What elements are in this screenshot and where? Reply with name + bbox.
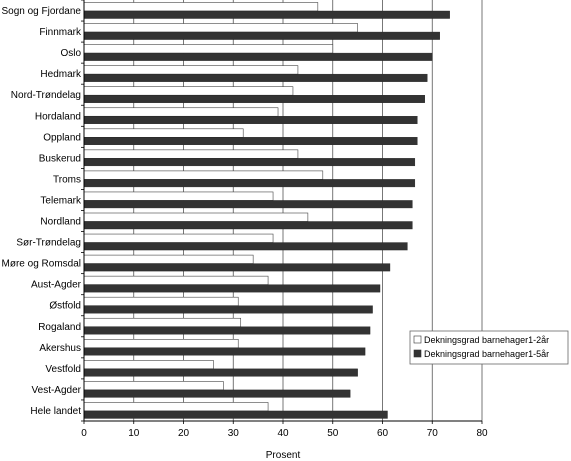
bar-1-2ar (83, 86, 294, 96)
bar-1-5ar (83, 116, 418, 124)
bar-1-2ar (83, 360, 214, 370)
x-tick-label: 30 (228, 428, 240, 439)
bars (83, 2, 450, 419)
legend-swatch (413, 335, 422, 344)
bar-1-5ar (83, 242, 408, 251)
category-label: Telemark (40, 195, 82, 206)
category-label: Buskerud (39, 153, 81, 164)
bar-1-2ar (83, 317, 242, 328)
bar-1-5ar (83, 158, 416, 167)
bar-1-5ar (83, 31, 440, 40)
bar-1-2ar (83, 23, 358, 33)
bar-1-5ar (83, 263, 391, 272)
bar-1-5ar (83, 10, 450, 19)
legend-label: Dekningsgrad barnehager1-2år (424, 335, 549, 345)
category-label: Aust-Agder (31, 280, 82, 291)
bar-1-2ar (83, 254, 254, 264)
category-label: Hordaland (35, 111, 81, 122)
x-tick-label: 50 (327, 428, 339, 439)
bar-1-2ar (83, 65, 299, 75)
legend: Dekningsgrad barnehager1-2år Dekningsgrad… (409, 330, 569, 365)
bar-1-2ar (83, 381, 224, 391)
bar-1-5ar (83, 347, 366, 356)
bar-1-2ar (83, 233, 274, 243)
category-label: Sør-Trøndelag (16, 238, 81, 249)
bar-1-5ar (83, 94, 425, 103)
bar-1-5ar (83, 305, 373, 314)
category-label: Nord-Trøndelag (11, 90, 81, 101)
bar-1-5ar (83, 73, 428, 82)
bar-1-5ar (83, 389, 351, 398)
x-tick-label: 60 (377, 428, 389, 439)
x-tick-label: 40 (277, 428, 289, 439)
x-tick-label: 80 (476, 428, 488, 439)
category-label: Troms (53, 174, 81, 185)
bar-1-2ar (83, 170, 324, 180)
bar-1-5ar (83, 221, 413, 230)
category-label: Vestfold (45, 364, 81, 375)
bar-1-5ar (83, 137, 418, 146)
category-labels: Sogn og Fjordane Finnmark Oslo Hedmark Nord-… (1, 6, 82, 417)
bar-1-2ar (83, 107, 279, 117)
x-tick-labels: 0 10 20 30 40 50 60 70 80 (81, 421, 488, 439)
category-label: Akershus (39, 343, 81, 354)
x-tick-label: 70 (427, 428, 439, 439)
bar-1-2ar (83, 296, 239, 307)
category-label: Oppland (43, 132, 81, 143)
category-label: Hedmark (40, 69, 82, 80)
category-label: Møre og Romsdal (2, 259, 81, 270)
bar-1-5ar (83, 326, 371, 335)
category-label: Nordland (40, 217, 81, 228)
category-label: Rogaland (38, 322, 81, 333)
bar-1-5ar (83, 368, 358, 377)
bar-1-5ar (83, 200, 413, 209)
x-axis-title: Prosent (266, 450, 301, 461)
x-tick-label: 10 (128, 428, 140, 439)
bar-1-2ar (83, 212, 309, 222)
x-tick-label: 20 (178, 428, 190, 439)
category-label: Østfold (49, 301, 81, 312)
bar-1-5ar (83, 284, 381, 293)
category-label: Oslo (60, 48, 81, 59)
legend-label: Dekningsgrad barnehager1-5år (424, 349, 549, 359)
category-label: Vest-Agder (32, 385, 82, 396)
legend-swatch (413, 349, 422, 358)
bar-1-5ar (83, 410, 388, 419)
bar-1-2ar (83, 338, 239, 349)
bar-1-5ar (83, 52, 433, 61)
legend-box (409, 330, 569, 365)
bar-1-2ar (83, 44, 334, 54)
x-tick-label: 0 (81, 428, 87, 439)
bar-1-2ar (83, 191, 274, 201)
bar-1-2ar (83, 149, 299, 159)
bar-1-5ar (83, 179, 416, 188)
category-label: Sogn og Fjordane (1, 6, 81, 17)
category-label: Finnmark (39, 27, 82, 38)
bar-1-2ar (83, 275, 269, 285)
category-label: Hele landet (30, 406, 81, 417)
bar-1-2ar (83, 402, 269, 412)
bar-1-2ar (83, 2, 319, 12)
bar-1-2ar (83, 128, 244, 138)
